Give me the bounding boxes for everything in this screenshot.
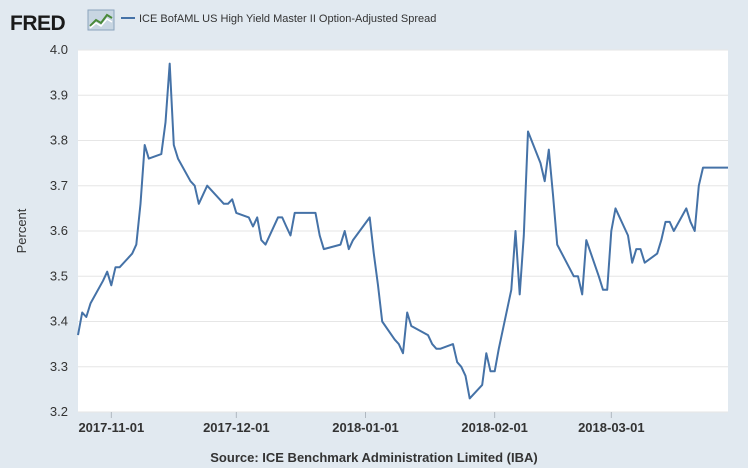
gridlines <box>78 49 728 413</box>
x-tick-label: 2017-11-01 <box>78 420 144 435</box>
fred-chart-logo-icon[interactable] <box>87 9 115 31</box>
logo-line-green <box>89 13 113 27</box>
x-axis-ticks: 2017-11-01 2017-12-01 2018-01-01 2018-02-01… <box>78 412 645 435</box>
y-axis-ticks: 3.2 3.3 3.4 3.5 3.6 3.7 3.8 3.9 4.0 <box>50 42 68 419</box>
series-line[interactable] <box>77 62 728 400</box>
y-tick-label: 4.0 <box>50 42 68 57</box>
y-tick-label: 3.4 <box>50 314 68 329</box>
x-tick-label: 2018-02-01 <box>461 420 528 435</box>
y-tick-label: 3.8 <box>50 133 68 148</box>
source-note: Source: ICE Benchmark Administration Lim… <box>210 450 537 465</box>
x-tick-label: 2017-12-01 <box>203 420 270 435</box>
y-tick-label: 3.9 <box>50 87 68 102</box>
logo-line-white <box>89 18 113 29</box>
y-tick-label: 3.2 <box>50 404 68 419</box>
x-tick-label: 2018-03-01 <box>578 420 645 435</box>
series-layer <box>77 62 728 400</box>
y-tick-label: 3.5 <box>50 268 68 283</box>
y-tick-label: 3.6 <box>50 223 68 238</box>
legend-label: ICE BofAML US High Yield Master II Optio… <box>139 13 436 25</box>
y-tick-label: 3.7 <box>50 178 68 193</box>
fred-logo-text[interactable]: FRED <box>10 12 66 35</box>
y-axis-title: Percent <box>14 208 29 253</box>
x-tick-label: 2018-01-01 <box>332 420 399 435</box>
y-tick-label: 3.3 <box>50 359 68 374</box>
